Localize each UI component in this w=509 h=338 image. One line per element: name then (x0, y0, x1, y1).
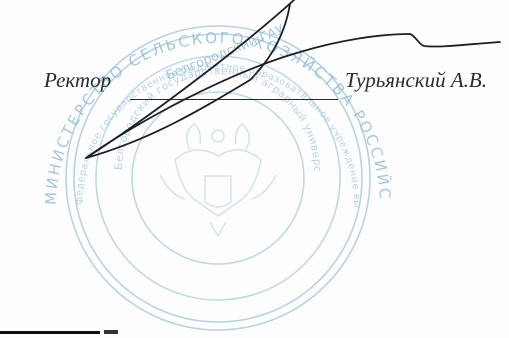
seal-outer-ring (65, 25, 371, 331)
signature-line (130, 99, 338, 100)
page-bottom-mark (104, 330, 118, 334)
seal-ring-2 (73, 33, 363, 323)
double-headed-eagle-icon (159, 123, 277, 238)
seal-inner-ring (131, 91, 305, 265)
page-bottom-rule (0, 331, 100, 334)
signatory-role: Ректор (44, 68, 112, 92)
seal-ring-3 (95, 55, 341, 301)
signatory-name: Турьянский А.В. (345, 68, 488, 92)
